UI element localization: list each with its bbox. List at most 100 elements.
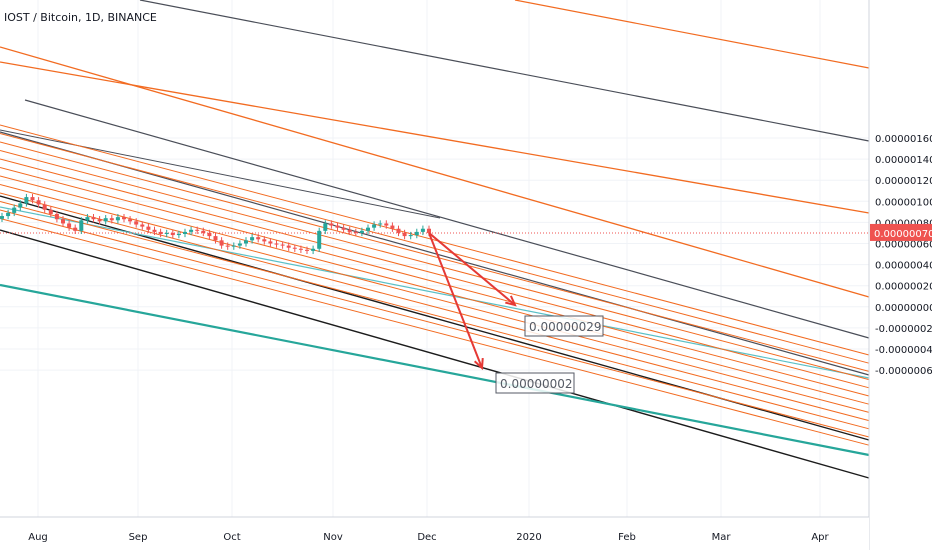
- candle-body: [213, 236, 218, 241]
- candle-body: [146, 226, 151, 230]
- candle-body: [390, 225, 395, 229]
- candle-body: [128, 219, 133, 222]
- candle-body: [408, 235, 413, 237]
- candle-body: [152, 229, 157, 232]
- candle-body: [97, 219, 102, 222]
- projection-arrowhead: [473, 357, 484, 371]
- time-axis-labels: Aug Sep Oct Nov Dec 2020 Feb Mar Apr: [28, 532, 829, 543]
- candle-body: [195, 229, 200, 231]
- candle-body: [207, 232, 212, 237]
- candle-body: [250, 237, 255, 241]
- projection-arrowhead: [505, 295, 517, 307]
- candle-body: [42, 204, 47, 210]
- candle-body: [384, 223, 389, 226]
- channel-line: [24, 99, 870, 339]
- candle-body: [183, 231, 187, 235]
- candle-body: [158, 231, 163, 235]
- candle-body: [274, 243, 279, 245]
- y-tick-label: 0.00000040: [875, 261, 932, 272]
- time-axis-panel[interactable]: [0, 517, 869, 550]
- candle-body: [176, 234, 181, 236]
- channel-line: [0, 184, 870, 413]
- y-tick-label: 0.00000140: [875, 155, 932, 166]
- x-tick-label: Mar: [712, 532, 732, 543]
- candle-body: [115, 217, 120, 221]
- candle-body: [6, 212, 11, 217]
- candle-body: [268, 241, 273, 244]
- candle-body: [305, 249, 309, 251]
- channel-line: [514, 0, 870, 69]
- candle-body: [317, 230, 322, 249]
- candle-body: [48, 209, 53, 214]
- candle-body: [54, 213, 59, 220]
- projection-arrow: [428, 232, 483, 369]
- candle-body: [36, 200, 41, 205]
- candle-body: [347, 229, 352, 232]
- symbol-title[interactable]: IOST / Bitcoin, 1D, BINANCE: [4, 11, 157, 24]
- channel-line: [0, 218, 870, 446]
- candle-body: [280, 244, 285, 246]
- candle-body: [292, 247, 297, 249]
- candle-body: [427, 228, 431, 233]
- candle-body: [329, 223, 334, 226]
- candle-body: [323, 223, 328, 231]
- channel-line: [139, 0, 870, 142]
- y-tick-label: 0.00000120: [875, 176, 932, 187]
- channel-line: [0, 283, 870, 457]
- last-price-tag-label: 0.00000070: [874, 229, 932, 240]
- channel-line: [0, 192, 870, 422]
- candle-body: [311, 248, 316, 251]
- candle-body: [219, 240, 224, 246]
- candle-body: [122, 217, 126, 220]
- candle-body: [286, 245, 291, 248]
- x-tick-label: Sep: [129, 532, 148, 543]
- y-tick-label: 0.00000060: [875, 240, 932, 251]
- candle-body: [402, 232, 407, 237]
- candle-body: [30, 197, 35, 201]
- candle-body: [359, 230, 364, 233]
- channel-line: [0, 209, 870, 438]
- x-tick-label: Dec: [417, 532, 436, 543]
- candle-body: [189, 229, 194, 232]
- channel-line: [0, 150, 870, 381]
- annotation-box: [524, 315, 604, 337]
- price-axis-panel[interactable]: [869, 0, 932, 550]
- channel-line: [0, 229, 870, 479]
- channel-line: [0, 124, 870, 356]
- x-tick-label: Nov: [323, 532, 343, 543]
- candle-body: [396, 228, 401, 233]
- x-tick-label: Apr: [811, 532, 829, 543]
- candle-body: [353, 231, 358, 233]
- annotation-label: 0.00000002: [500, 377, 573, 391]
- x-tick-label: Feb: [618, 532, 636, 543]
- annotation-labels: 0.00000029 0.00000002: [495, 315, 604, 394]
- y-tick-label: 0.00000100: [875, 197, 932, 208]
- y-tick-label: -0.00000040: [875, 345, 932, 356]
- candle-body: [85, 217, 90, 221]
- channel-line: [0, 201, 870, 430]
- y-tick-label: 0.00000160: [875, 134, 932, 145]
- channel-line: [0, 158, 870, 389]
- candles: [0, 193, 431, 255]
- candle-body: [164, 232, 169, 235]
- y-tick-label: 0.00000080: [875, 218, 932, 229]
- candle-body: [170, 232, 175, 236]
- candle-body: [378, 223, 383, 225]
- x-tick-label: Oct: [223, 532, 240, 543]
- y-tick-label: -0.00000020: [875, 324, 932, 335]
- candle-body: [91, 217, 96, 220]
- channel-line: [0, 141, 870, 372]
- channel-line: [0, 167, 870, 397]
- channel-line: [0, 61, 870, 214]
- projection-arrow: [428, 232, 516, 306]
- candle-body: [225, 245, 230, 247]
- candle-body: [366, 227, 370, 231]
- candle-body: [12, 207, 17, 213]
- y-tick-label: -0.00000060: [875, 366, 932, 377]
- candle-body: [262, 239, 267, 242]
- x-tick-label: 2020: [516, 532, 541, 543]
- candle-body: [18, 203, 23, 208]
- candle-body: [237, 243, 242, 246]
